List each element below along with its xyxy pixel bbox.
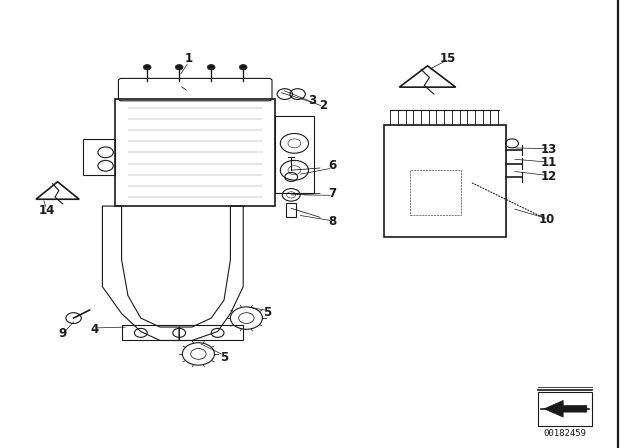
Text: 13: 13 bbox=[541, 142, 557, 156]
Circle shape bbox=[207, 65, 215, 70]
Polygon shape bbox=[544, 401, 587, 417]
Circle shape bbox=[175, 65, 183, 70]
Text: 5: 5 bbox=[264, 306, 271, 319]
Bar bbox=[275, 116, 314, 193]
Bar bbox=[410, 170, 461, 215]
Text: 9: 9 bbox=[59, 327, 67, 340]
Bar bbox=[83, 139, 115, 175]
Text: 5: 5 bbox=[220, 350, 228, 364]
Text: 2: 2 bbox=[319, 99, 327, 112]
Bar bbox=[115, 99, 275, 206]
Bar bbox=[384, 125, 506, 237]
Text: 15: 15 bbox=[440, 52, 456, 65]
Text: 3: 3 bbox=[308, 94, 316, 108]
Bar bbox=[538, 392, 592, 426]
Circle shape bbox=[143, 65, 151, 70]
Text: 6: 6 bbox=[329, 159, 337, 172]
Bar bbox=[122, 325, 243, 340]
Text: 1: 1 bbox=[185, 52, 193, 65]
Text: 14: 14 bbox=[38, 204, 55, 217]
Text: 12: 12 bbox=[541, 169, 557, 183]
Text: 8: 8 bbox=[329, 215, 337, 228]
Text: 4: 4 bbox=[91, 323, 99, 336]
Bar bbox=[286, 203, 296, 217]
Text: 00182459: 00182459 bbox=[543, 429, 586, 438]
Text: 11: 11 bbox=[541, 156, 557, 169]
Text: 10: 10 bbox=[539, 213, 556, 226]
Text: 7: 7 bbox=[329, 187, 337, 201]
Circle shape bbox=[239, 65, 247, 70]
